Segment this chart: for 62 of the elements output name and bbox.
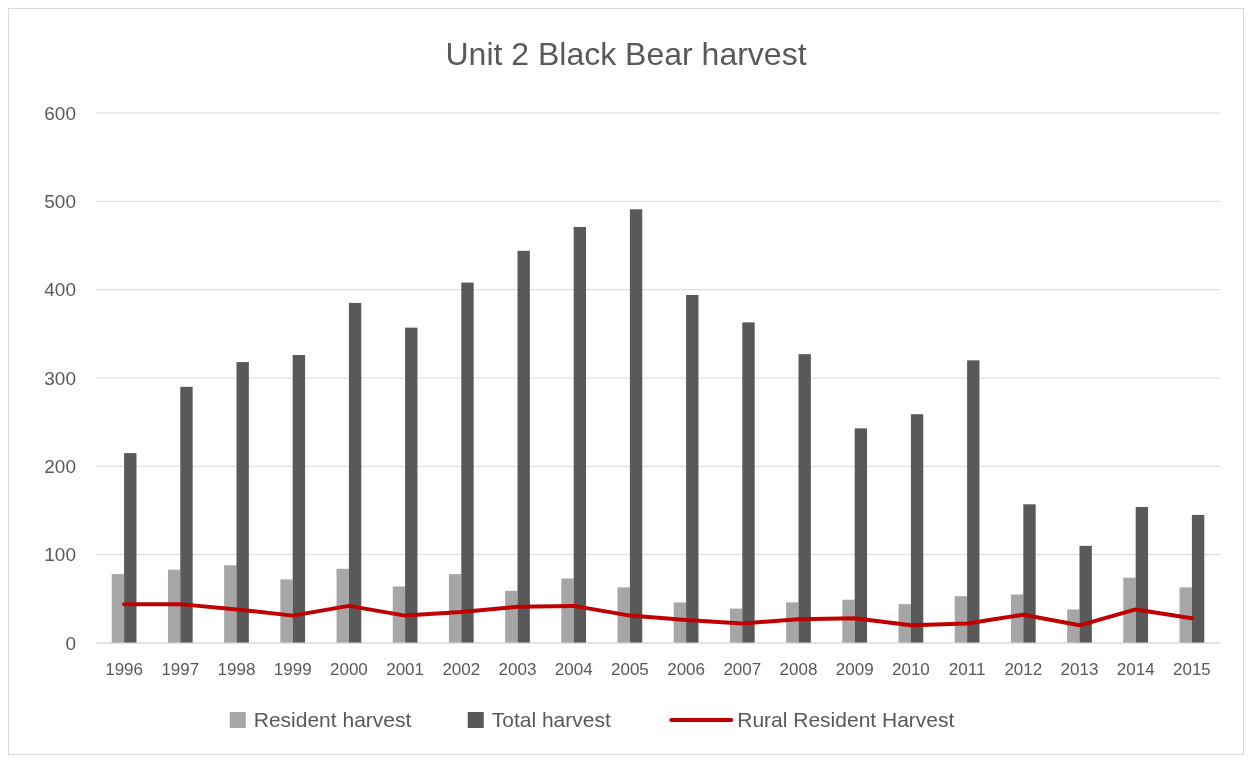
bar xyxy=(167,569,181,643)
bar xyxy=(1123,577,1136,643)
bar xyxy=(686,294,699,643)
x-tick-label: 2006 xyxy=(667,660,706,679)
bar xyxy=(448,574,462,643)
x-tick-label: 2004 xyxy=(554,660,593,679)
legend-label: Rural Resident Harvest xyxy=(737,708,955,732)
x-tick-label: 2001 xyxy=(386,660,425,679)
bar xyxy=(111,574,125,643)
bar xyxy=(573,226,587,643)
bar xyxy=(505,590,518,643)
y-tick-label: 500 xyxy=(44,190,76,212)
line-series xyxy=(122,602,1194,628)
bar xyxy=(1023,504,1036,643)
bar xyxy=(292,355,306,643)
bar xyxy=(1079,545,1092,643)
bar xyxy=(124,453,137,643)
x-tick-label: 2007 xyxy=(723,660,762,679)
bar xyxy=(405,327,418,643)
bar xyxy=(1135,506,1149,643)
x-tick-label: 2009 xyxy=(835,660,874,679)
bar xyxy=(280,579,293,643)
legend-label: Resident harvest xyxy=(253,708,412,732)
bar xyxy=(910,414,924,643)
x-tick-label: 1996 xyxy=(105,660,144,679)
bar xyxy=(629,209,643,643)
bar xyxy=(336,568,349,643)
bar xyxy=(236,362,249,643)
x-tick-label: 2012 xyxy=(1004,660,1043,679)
x-tick-label: 2005 xyxy=(610,660,649,679)
bar xyxy=(1191,514,1205,643)
x-tick-label: 1999 xyxy=(273,660,312,679)
x-tick-label: 2011 xyxy=(948,660,986,679)
y-tick-label: 100 xyxy=(44,544,76,566)
bar xyxy=(854,428,868,643)
x-tick-label: 2014 xyxy=(1116,660,1155,679)
bar xyxy=(348,302,362,643)
x-tick-label: 2015 xyxy=(1172,660,1211,679)
bar xyxy=(798,354,811,643)
x-tick-label: 1997 xyxy=(161,660,200,679)
chart-title: Unit 2 Black Bear harvest xyxy=(445,36,807,72)
bar xyxy=(224,565,237,643)
x-tick-label: 2013 xyxy=(1060,660,1099,679)
bar xyxy=(180,386,193,643)
bar xyxy=(461,282,474,643)
y-tick-label: 0 xyxy=(65,632,76,654)
x-tick-label: 2002 xyxy=(442,660,481,679)
y-tick-label: 400 xyxy=(44,279,76,301)
x-tick-label: 1998 xyxy=(217,660,256,679)
bar xyxy=(786,602,799,643)
y-tick-label: 200 xyxy=(44,455,76,477)
x-tick-label: 2003 xyxy=(498,660,537,679)
y-tick-label: 600 xyxy=(44,102,76,124)
bar xyxy=(517,250,530,643)
legend-label: Total harvest xyxy=(491,708,611,732)
y-tick-label: 300 xyxy=(44,367,76,389)
x-tick-label: 2010 xyxy=(891,660,930,679)
bar xyxy=(967,360,980,643)
x-tick-label: 2000 xyxy=(329,660,368,679)
x-tick-label: 2008 xyxy=(779,660,818,679)
bar xyxy=(561,578,574,643)
bar xyxy=(742,322,755,643)
